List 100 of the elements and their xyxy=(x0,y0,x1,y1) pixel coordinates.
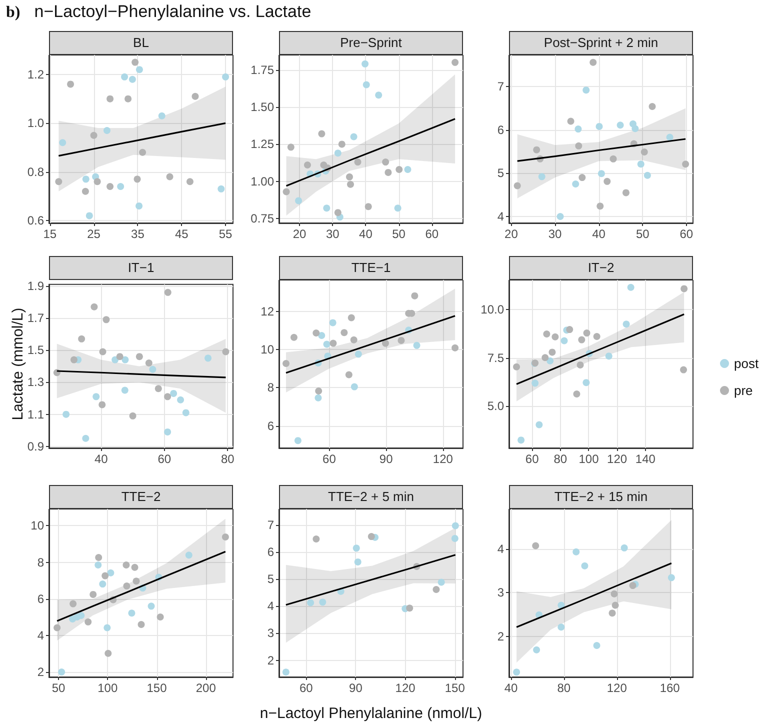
point xyxy=(182,409,190,416)
point xyxy=(452,344,459,352)
x-tick-label: 120 xyxy=(607,452,628,466)
point xyxy=(318,130,326,138)
point xyxy=(82,434,90,442)
point xyxy=(532,380,539,387)
x-tick-label: 40 xyxy=(504,681,518,695)
chart-subtitle: TTE−1 xyxy=(279,256,463,280)
point xyxy=(573,390,580,398)
point xyxy=(192,92,199,100)
point xyxy=(177,396,184,404)
point xyxy=(644,172,651,179)
point xyxy=(552,333,559,340)
x-tick-label: 25 xyxy=(87,227,101,241)
x-tick-label: 200 xyxy=(196,681,216,695)
y-tick-label: 0.9 xyxy=(27,439,44,454)
point xyxy=(164,393,172,400)
point xyxy=(315,387,322,394)
line-series xyxy=(285,315,456,374)
line-series xyxy=(516,313,685,385)
point xyxy=(148,602,155,610)
point xyxy=(572,548,580,556)
point xyxy=(134,176,141,183)
point xyxy=(546,357,554,364)
point xyxy=(94,178,101,186)
y-tick-label: 1.75 xyxy=(250,62,274,77)
point xyxy=(593,642,600,649)
point xyxy=(222,348,230,356)
point xyxy=(304,162,311,169)
point xyxy=(70,356,78,364)
point xyxy=(78,612,85,620)
point xyxy=(593,333,600,340)
y-tick-label: 1.2 xyxy=(27,67,44,82)
point xyxy=(382,340,389,347)
x-tick-label: 90 xyxy=(349,681,363,695)
x-tick-label: 45 xyxy=(174,227,189,241)
point xyxy=(90,132,98,139)
point xyxy=(323,204,330,212)
point xyxy=(362,81,370,88)
x-tick-label: 15 xyxy=(43,227,57,241)
x-tick-label: 50 xyxy=(636,227,650,241)
point xyxy=(560,337,568,344)
y-tick-label: 6 xyxy=(497,122,504,137)
point xyxy=(384,168,392,176)
point xyxy=(354,158,362,166)
line-series xyxy=(58,122,226,157)
point xyxy=(106,95,114,102)
point xyxy=(58,668,66,676)
point xyxy=(128,610,136,617)
point xyxy=(514,182,521,190)
point xyxy=(532,542,540,550)
y-tick-label: 6 xyxy=(37,592,44,606)
point xyxy=(112,356,119,364)
x-tick-label: 60 xyxy=(680,227,694,241)
point xyxy=(282,188,290,196)
x-tick-label: 20 xyxy=(292,227,307,241)
x-tick-label: 60 xyxy=(299,681,314,695)
y-tick-label: 4 xyxy=(37,628,44,642)
point xyxy=(596,202,604,210)
point xyxy=(99,580,106,588)
line-series xyxy=(516,562,672,628)
point xyxy=(92,393,100,400)
point xyxy=(102,316,110,324)
line-series xyxy=(285,118,456,187)
point xyxy=(518,436,525,444)
point xyxy=(312,535,320,542)
point xyxy=(576,361,584,368)
point xyxy=(543,330,550,338)
point xyxy=(566,326,574,334)
line-series xyxy=(56,550,226,622)
point xyxy=(632,125,639,132)
point xyxy=(158,112,166,120)
point xyxy=(149,366,156,373)
legend-label: post xyxy=(734,356,759,371)
x-tick-label: 150 xyxy=(444,681,466,695)
y-tick-label: 1.3 xyxy=(27,375,44,390)
x-axis-title: n−Lactoyl Phenylalanine (nmol/L) xyxy=(260,705,482,722)
point xyxy=(62,410,70,418)
point xyxy=(319,598,326,606)
point xyxy=(575,142,582,150)
point xyxy=(513,668,520,676)
point xyxy=(102,572,109,580)
chart-subtitle: BL xyxy=(49,31,233,55)
y-tick-label: 1.5 xyxy=(27,343,44,358)
point xyxy=(54,624,61,632)
point xyxy=(640,148,648,156)
x-tick-label: 50 xyxy=(392,227,406,241)
point xyxy=(581,562,588,570)
point xyxy=(578,174,586,182)
x-tick-label: 30 xyxy=(326,227,340,241)
chart-subtitle: TTE−2 xyxy=(49,485,233,509)
x-tick-label: 80 xyxy=(554,452,568,466)
point xyxy=(82,188,89,195)
point xyxy=(452,522,459,530)
point xyxy=(558,624,565,631)
point xyxy=(94,562,102,568)
point xyxy=(307,599,314,606)
y-tick-label: 10.0 xyxy=(480,302,504,316)
point xyxy=(117,182,124,190)
point xyxy=(666,134,674,141)
